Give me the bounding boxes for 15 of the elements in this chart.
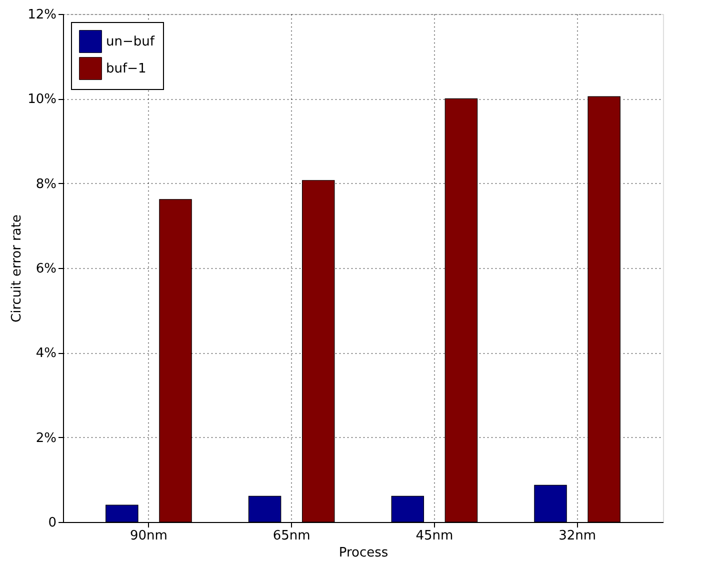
y-axis-title: Circuit error rate	[10, 214, 25, 322]
legend-label: un−buf	[106, 34, 155, 50]
y-tick-label: 2%	[36, 430, 56, 446]
y-tick-label: 4%	[36, 346, 56, 362]
x-axis-title: Process	[338, 546, 388, 560]
legend-label: buf−1	[106, 62, 146, 76]
y-tick-label: 10%	[28, 92, 56, 108]
x-tick-label: 32nm	[558, 528, 596, 544]
y-tick-label: 8%	[36, 176, 56, 192]
y-tick-label: 0	[48, 516, 56, 530]
x-tick-label: 45nm	[416, 528, 454, 544]
y-tick-label: 6%	[36, 262, 56, 276]
y-tick-label: 12%	[28, 8, 56, 22]
x-tick-label: 90nm	[130, 528, 168, 544]
x-tick-label: 65nm	[272, 528, 310, 544]
